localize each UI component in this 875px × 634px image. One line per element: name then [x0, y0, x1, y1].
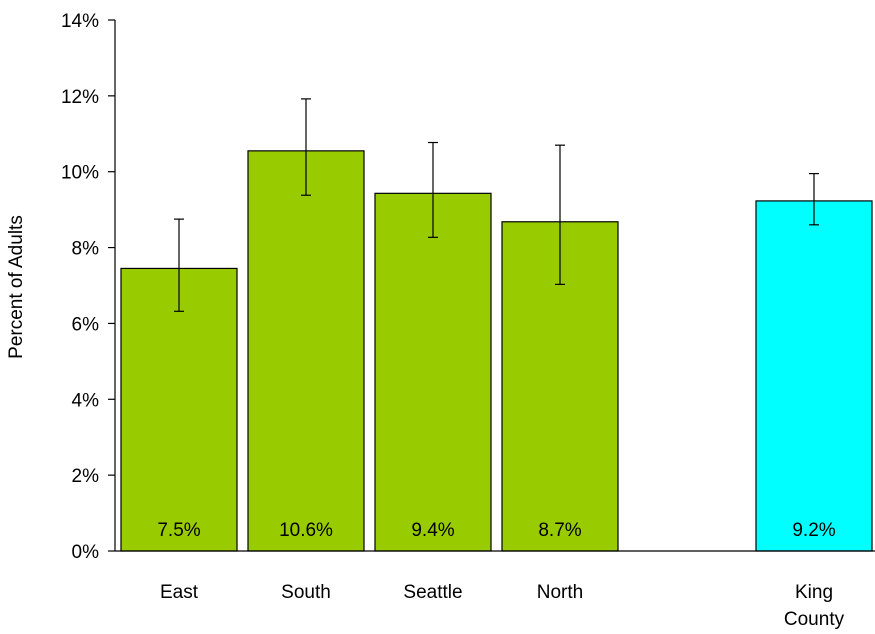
bar [755, 200, 873, 552]
data-label: 7.5% [157, 520, 200, 541]
y-tick-label: 0% [72, 542, 100, 563]
y-tick-label: 4% [72, 390, 100, 411]
data-label: 9.4% [411, 520, 454, 541]
y-tick-label: 10% [61, 163, 99, 184]
category-label: North [537, 582, 583, 603]
category-label: East [160, 582, 199, 603]
y-tick-label: 2% [72, 466, 100, 487]
y-tick-label: 14% [61, 11, 99, 32]
y-tick-label: 12% [61, 87, 99, 108]
bar [120, 267, 238, 552]
error-bar [174, 218, 184, 312]
bar [247, 150, 365, 552]
data-label: 8.7% [538, 520, 581, 541]
error-bar [301, 98, 311, 196]
category-label: South [281, 582, 331, 603]
error-bar [428, 141, 438, 238]
error-bar [809, 173, 819, 226]
bar [374, 192, 492, 552]
data-label: 9.2% [792, 520, 835, 541]
y-tick-label: 6% [72, 314, 100, 335]
error-bar [555, 144, 565, 285]
category-label: Seattle [403, 582, 462, 603]
category-label: King [795, 582, 833, 603]
y-tick-label: 8% [72, 239, 100, 260]
y-axis-title: Percent of Adults [6, 215, 27, 359]
category-label: County [784, 609, 845, 630]
data-label: 10.6% [279, 520, 333, 541]
